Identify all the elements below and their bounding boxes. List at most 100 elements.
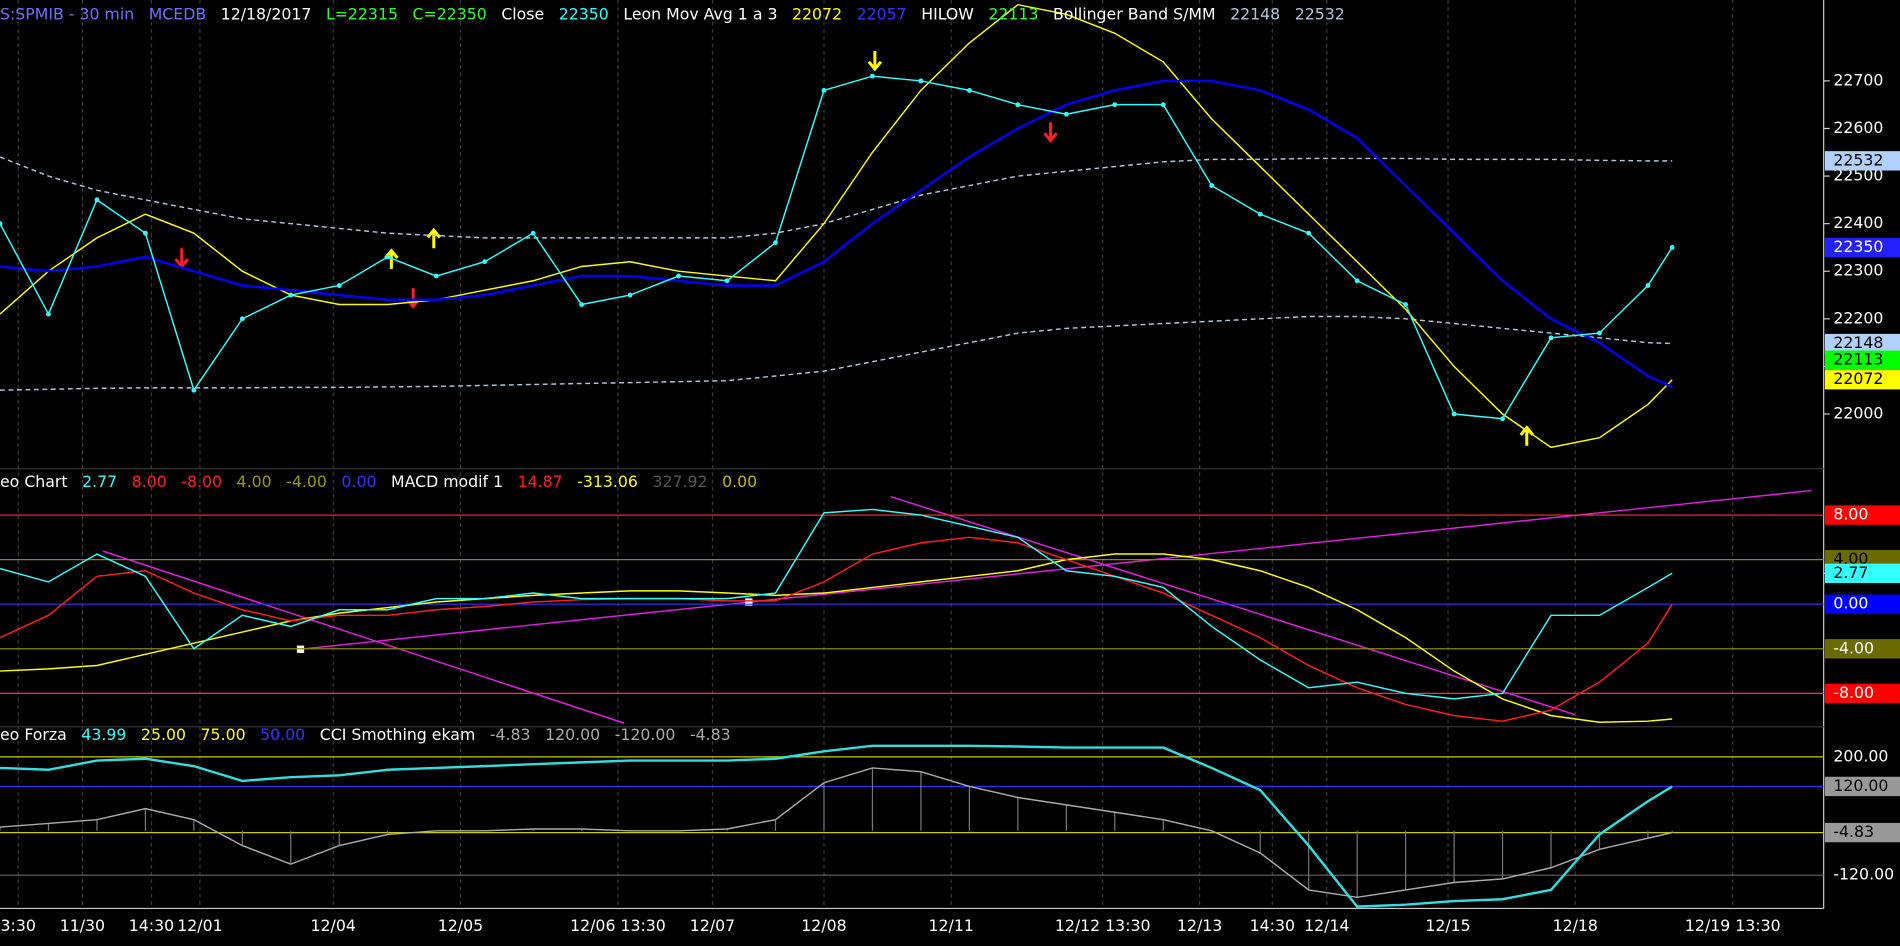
value-box — [1824, 237, 1900, 258]
value-box-label: 22113 — [1833, 350, 1883, 369]
y-tick-label: 2.77 — [1833, 563, 1868, 582]
header-item: 327.92 — [653, 472, 708, 491]
panel-header: S:SPMIB - 30 min MCEDB 12/18/2017 L=22315 C=… — [0, 4, 1345, 23]
data-point — [1645, 283, 1651, 288]
value-box — [1824, 370, 1900, 390]
header-item: 0.00 — [341, 472, 376, 491]
header-item: 2.77 — [82, 472, 117, 491]
header-item: 0.00 — [722, 472, 757, 491]
x-tick-label: 12/08 — [801, 916, 846, 935]
header-item: -4.00 — [286, 472, 327, 491]
data-point — [1160, 102, 1166, 108]
y-tick-label: 22400 — [1833, 213, 1883, 232]
y-tick-label: 22600 — [1833, 118, 1883, 137]
data-point — [1669, 245, 1675, 250]
data-point — [966, 87, 972, 93]
data-point — [0, 221, 3, 227]
series-line — [0, 508, 1673, 700]
data-point — [1209, 183, 1215, 189]
header-item: 4.00 — [237, 472, 272, 491]
data-point — [1063, 111, 1069, 117]
series-line — [0, 3, 1673, 449]
data-point — [1257, 211, 1263, 217]
buy-arrow — [426, 227, 442, 249]
series-line — [0, 744, 1673, 908]
value-box-label: 22350 — [1833, 237, 1883, 256]
y-tick-label: 8.00 — [1833, 505, 1868, 524]
header-item: 43.99 — [81, 725, 126, 744]
x-tick-label: 12/11 — [929, 916, 974, 935]
y-tick-label: 22700 — [1833, 70, 1883, 89]
sell-arrow — [867, 50, 883, 72]
data-point — [433, 273, 439, 279]
header-item: 22532 — [1295, 4, 1345, 23]
data-point — [1403, 302, 1409, 307]
header-item: 12/18/2017 — [221, 4, 312, 23]
header-item: Leon Mov Avg 1 a 3 — [623, 4, 777, 23]
data-point — [676, 273, 681, 279]
header-item: HILOW — [921, 4, 974, 23]
data-point — [1500, 416, 1505, 422]
header-item: L=22315 — [326, 4, 398, 23]
x-tick-label: 12/01 — [177, 916, 222, 935]
header-item: Close — [501, 4, 544, 23]
x-tick-label: 11/30 — [60, 916, 105, 935]
header-item: MCEDB — [149, 4, 206, 23]
header-item: -8.00 — [181, 472, 222, 491]
header-item: -313.06 — [577, 472, 638, 491]
tick-box — [1824, 505, 1900, 525]
tick-box — [1824, 639, 1900, 659]
tick-box — [1824, 776, 1900, 797]
trend-line — [300, 489, 1812, 650]
header-item: -4.83 — [490, 725, 531, 744]
data-point — [1306, 230, 1312, 236]
series-line — [0, 553, 1673, 724]
tick-box — [1824, 563, 1900, 584]
data-point — [870, 73, 875, 79]
value-box-label: 22148 — [1833, 333, 1883, 352]
data-point — [142, 230, 148, 236]
data-point — [94, 197, 100, 203]
header-item: -120.00 — [615, 725, 676, 744]
y-tick-label: 0.00 — [1833, 594, 1868, 613]
series-line — [0, 79, 1673, 388]
header-item: CCI Smothing ekam — [320, 725, 476, 744]
x-tick-label: 12/07 — [690, 916, 735, 935]
x-tick-label: 12/05 — [438, 916, 483, 935]
data-point — [385, 254, 391, 260]
data-point — [773, 240, 778, 246]
header-item: C=22350 — [413, 4, 487, 23]
header-item: 25.00 — [141, 725, 186, 744]
x-tick-label: 3:30 — [1, 916, 36, 935]
header-item: eo Chart — [0, 472, 68, 491]
pivot — [745, 598, 753, 606]
x-tick-label: 12/06 13:30 — [570, 916, 666, 935]
x-tick-label: 14:30 — [1250, 916, 1295, 935]
header-item: 75.00 — [201, 725, 246, 744]
header-item: 14.87 — [518, 472, 563, 491]
header-item: 22113 — [988, 4, 1038, 23]
trend-line — [102, 550, 625, 724]
value-box — [1824, 350, 1900, 370]
x-tick-label: 12/14 — [1304, 916, 1349, 935]
header-item: 22148 — [1230, 4, 1280, 23]
x-tick-label: 12/12 13:30 — [1055, 916, 1151, 935]
data-point — [627, 292, 633, 298]
y-tick-label: -4.83 — [1833, 822, 1874, 841]
header-item: 50.00 — [260, 725, 305, 744]
data-point — [46, 311, 51, 317]
header-item: MACD modif 1 — [391, 472, 503, 491]
y-tick-label: 22000 — [1833, 403, 1883, 422]
x-tick-label: 14:30 — [129, 916, 174, 935]
header-item: 22057 — [857, 4, 907, 23]
y-tick-label: 4.00 — [1833, 549, 1868, 568]
data-point — [239, 316, 245, 322]
x-tick-label: 12/18 — [1553, 916, 1598, 935]
x-tick-label: 12/19 13:30 — [1685, 916, 1781, 935]
y-tick-label: -8.00 — [1833, 683, 1874, 702]
y-tick-label: -120.00 — [1833, 865, 1894, 884]
panel-header: eo Forza 43.99 25.00 75.00 50.00 CCI Smothing… — [0, 725, 731, 744]
data-point — [1548, 335, 1554, 341]
